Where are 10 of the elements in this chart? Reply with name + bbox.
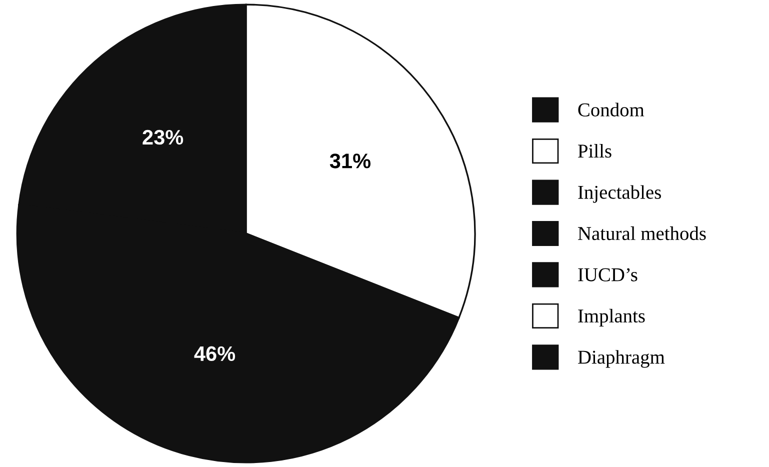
data-label: 23% [142, 130, 184, 145]
legend-label: Diaphragm [578, 350, 665, 368]
legend-label: Implants [578, 308, 645, 326]
legend-label: Natural methods [578, 226, 706, 240]
data-label: 46% [194, 346, 236, 362]
legend-label: Pills [578, 144, 612, 158]
legend-label: IUCD’s [578, 268, 638, 282]
legend-label: Injectables [578, 185, 661, 203]
legend-label: Condom [578, 102, 644, 116]
data-label: 31% [330, 154, 371, 168]
